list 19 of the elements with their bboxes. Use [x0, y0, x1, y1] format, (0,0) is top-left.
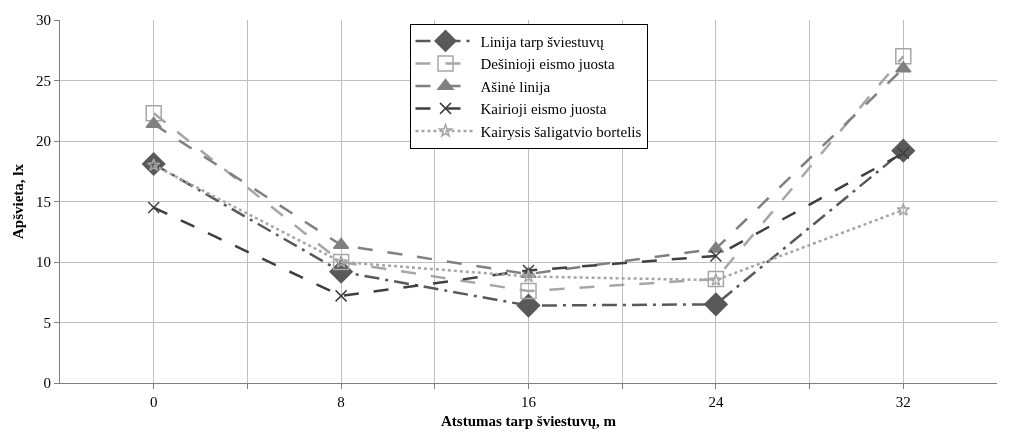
y-tick-label: 25: [36, 72, 51, 89]
x-tick-label: 0: [149, 394, 158, 410]
legend-label: Kairysis šaligatvio bortelis: [480, 123, 642, 140]
y-tick-label: 15: [36, 193, 51, 210]
x-tick-label: 24: [708, 394, 724, 410]
y-tick-label: 20: [36, 133, 51, 150]
x-tick-label: 8: [337, 394, 345, 410]
x-tick-label: 32: [895, 394, 911, 410]
y-tick-label: 30: [36, 12, 51, 29]
y-tick-label: 0: [43, 375, 51, 392]
legend-label: Dešinioji eismo juosta: [480, 56, 615, 73]
legend-label: Ašinė linija: [480, 78, 551, 95]
legend-label: Linija tarp šviestuvų: [480, 33, 605, 50]
y-axis-title: Apšvieta, lx: [10, 163, 27, 239]
legend-label: Kairioji eismo juosta: [480, 101, 607, 118]
y-tick-label: 10: [36, 254, 51, 271]
x-tick-label: 16: [521, 394, 537, 410]
y-tick-label: 5: [43, 314, 51, 331]
x-axis-title: Atstumas tarp šviestuvų, m: [440, 413, 617, 429]
